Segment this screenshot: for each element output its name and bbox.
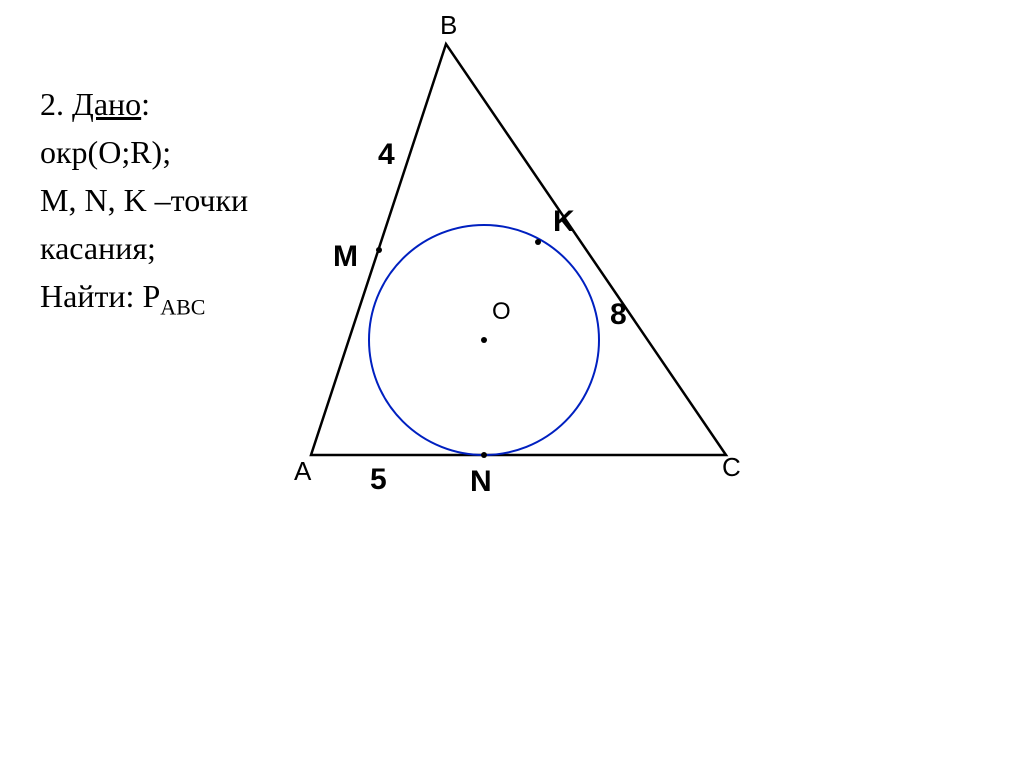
given-line: 2. Дано: (40, 80, 248, 128)
given-label: Дано (72, 86, 141, 122)
geometry-diagram: A B C M K N O 4 8 5 (260, 20, 810, 545)
tangent-line: касания; (40, 224, 248, 272)
point-m-dot (376, 247, 382, 253)
point-k-dot (535, 239, 541, 245)
problem-number: 2. (40, 86, 64, 122)
vertex-c-label: C (722, 452, 741, 483)
point-n-label: N (470, 465, 492, 499)
triangle-shape (311, 44, 726, 455)
problem-statement: 2. Дано: окр(O;R); M, N, K –точки касани… (40, 80, 248, 323)
side-kc-value: 8 (610, 298, 627, 332)
vertex-b-label: B (440, 10, 457, 41)
find-line: Найти: PABC (40, 272, 248, 323)
circle-notation: окр(O;R); (40, 128, 248, 176)
point-o-dot (481, 337, 487, 343)
point-m-label: M (333, 240, 358, 274)
find-label: Найти: P (40, 278, 160, 314)
find-subscript: ABC (160, 294, 205, 319)
vertex-a-label: A (294, 456, 311, 487)
point-k-label: K (553, 205, 575, 239)
side-an-value: 5 (370, 463, 387, 497)
colon: : (141, 86, 150, 122)
side-bm-value: 4 (378, 138, 395, 172)
points-line: M, N, K –точки (40, 176, 248, 224)
center-o-label: O (492, 298, 511, 326)
point-n-dot (481, 452, 487, 458)
